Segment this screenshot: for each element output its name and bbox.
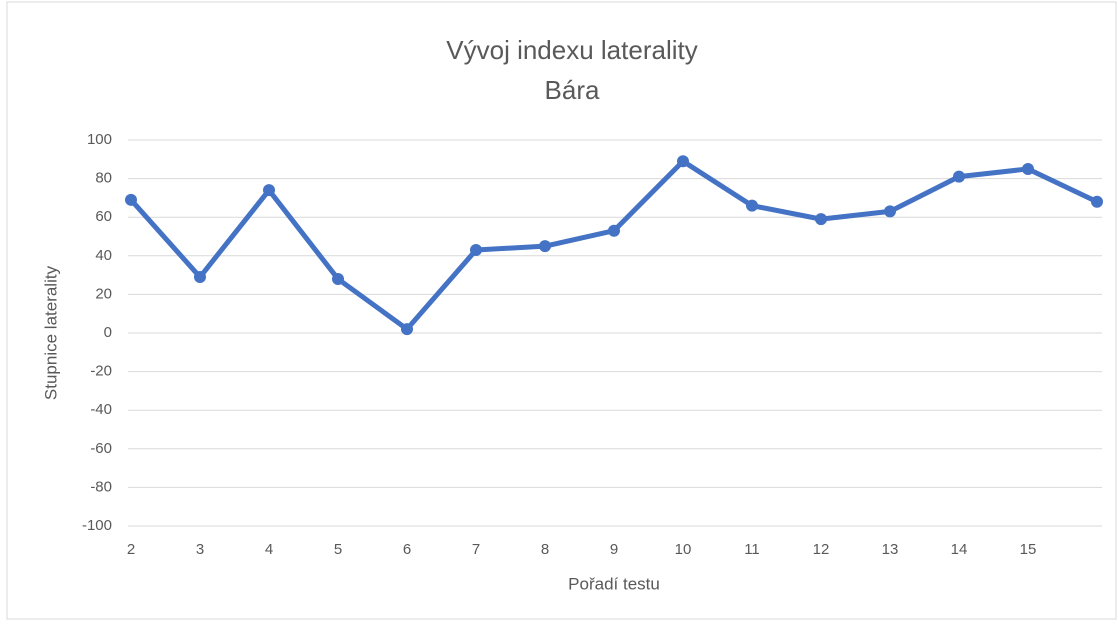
chart-title: Vývoj indexu laterality <box>446 35 697 65</box>
x-tick-label: 11 <box>744 541 760 558</box>
y-tick-label: -80 <box>90 478 112 495</box>
data-point <box>884 205 896 218</box>
y-tick-label: 20 <box>95 285 112 302</box>
x-tick-label: 5 <box>334 541 342 558</box>
x-tick-label: 13 <box>882 541 899 558</box>
data-point <box>470 244 482 257</box>
chart-subtitle: Bára <box>545 75 600 105</box>
y-tick-label: -20 <box>90 363 112 380</box>
data-point <box>953 170 965 183</box>
data-point <box>608 224 620 237</box>
x-tick-label: 3 <box>196 541 204 558</box>
data-point <box>677 155 689 168</box>
y-tick-label: -100 <box>82 517 112 534</box>
chart-border <box>6 1 1117 620</box>
y-tick-label: -40 <box>90 401 112 418</box>
y-tick-label: 80 <box>95 170 112 187</box>
x-tick-label: 9 <box>610 541 618 558</box>
x-tick-label: 7 <box>472 541 480 558</box>
data-point <box>125 193 137 206</box>
data-point <box>332 272 344 285</box>
y-tick-label: -60 <box>90 440 112 457</box>
x-tick-label: 2 <box>127 541 135 558</box>
y-tick-label: 60 <box>95 208 112 225</box>
y-tick-label: 40 <box>95 247 112 264</box>
x-tick-label: 6 <box>403 541 411 558</box>
x-tick-label: 15 <box>1020 541 1037 558</box>
y-axis-title: Stupnice laterality <box>41 265 60 400</box>
data-point <box>194 271 206 284</box>
data-point <box>746 199 758 212</box>
x-tick-label: 10 <box>675 541 692 558</box>
x-tick-label: 4 <box>265 541 273 558</box>
data-point <box>815 213 827 226</box>
x-tick-label: 8 <box>541 541 549 558</box>
x-axis-title: Pořadí testu <box>568 574 660 593</box>
data-point <box>401 323 413 336</box>
y-tick-label: 0 <box>104 324 112 341</box>
x-tick-label: 12 <box>813 541 830 558</box>
x-tick-label: 14 <box>951 541 968 558</box>
data-point <box>1091 195 1103 208</box>
data-point <box>1022 162 1034 175</box>
y-tick-label: 100 <box>87 131 112 148</box>
data-point <box>263 184 275 197</box>
data-point <box>539 240 551 253</box>
